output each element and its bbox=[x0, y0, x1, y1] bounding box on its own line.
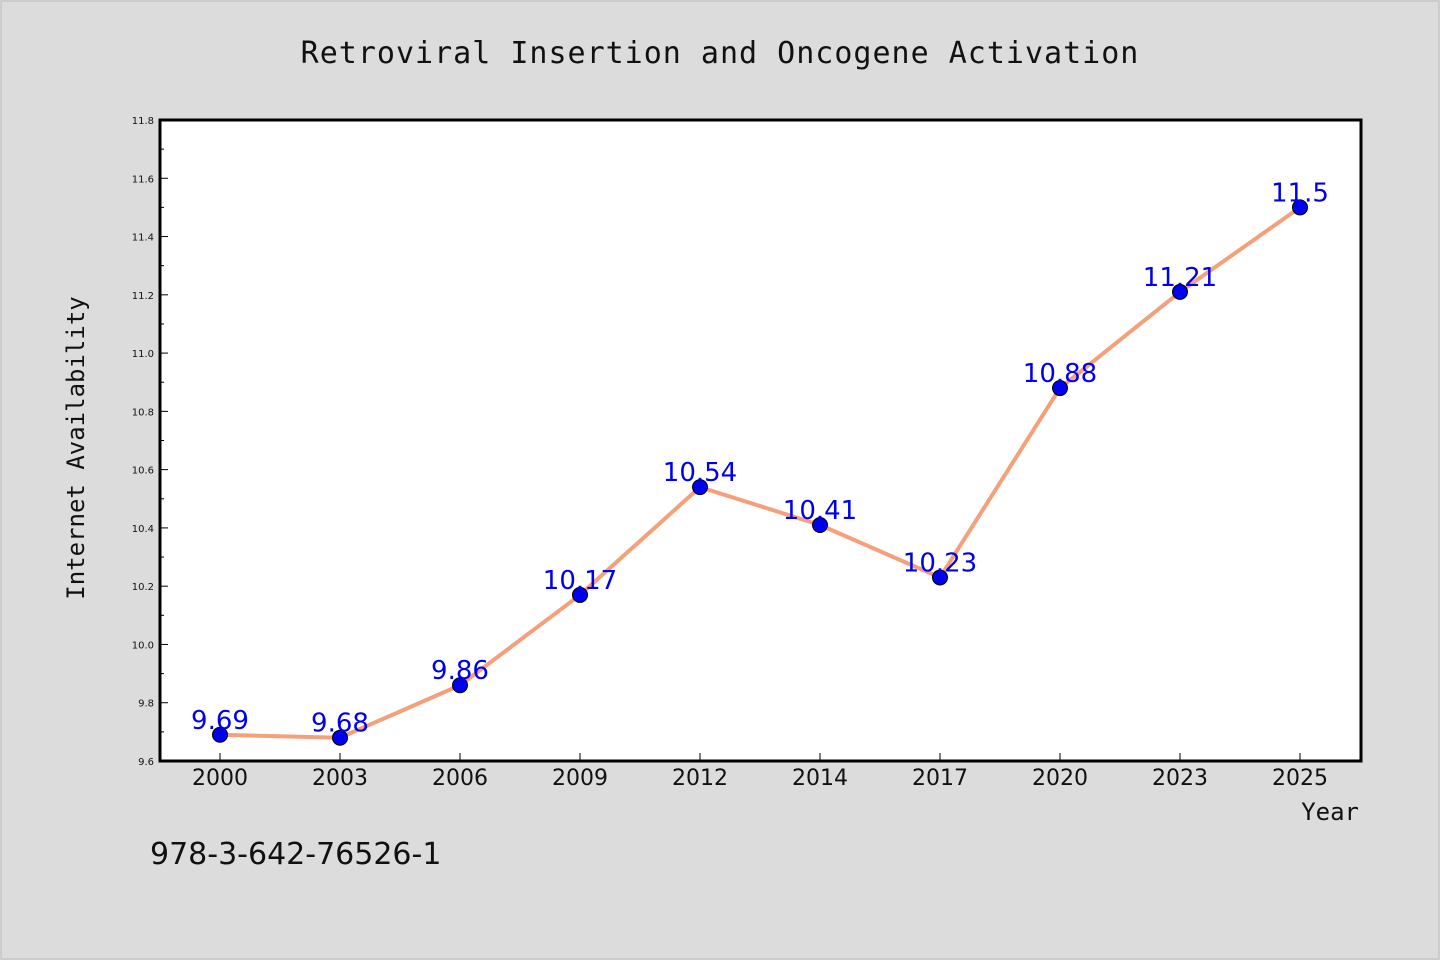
x-tick-label: 2014 bbox=[792, 766, 848, 791]
y-tick-label: 11.6 bbox=[132, 174, 154, 185]
x-tick-label: 2017 bbox=[912, 766, 968, 791]
x-tick-label: 2020 bbox=[1032, 766, 1088, 791]
x-axis-label: Year bbox=[1301, 798, 1359, 826]
footer-identifier: 978-3-642-76526-1 bbox=[150, 837, 441, 872]
x-tick-label: 2003 bbox=[312, 766, 368, 791]
y-axis-ticks: 9.6 9.8 10.0 10.2 10.4 10.6 10.8 11.0 11.2 11.4 11… bbox=[132, 116, 168, 768]
y-tick-label: 9.6 bbox=[138, 757, 154, 768]
y-tick-label: 11.2 bbox=[132, 291, 154, 302]
y-tick-label: 11.4 bbox=[132, 233, 154, 244]
y-tick-label: 11.8 bbox=[132, 116, 154, 127]
series-line-group: 9.69 9.68 9.86 10.17 10.54 10.41 10.23 10.88 11.… bbox=[191, 178, 1329, 746]
data-point-marker bbox=[932, 569, 948, 586]
data-point-label: 10.23 bbox=[903, 548, 977, 578]
y-tick-label: 10.2 bbox=[132, 582, 154, 593]
y-axis-label: Internet Availability bbox=[62, 296, 90, 599]
chart-title: Retroviral Insertion and Oncogene Activa… bbox=[301, 36, 1140, 71]
y-tick-label: 10.4 bbox=[132, 524, 154, 535]
data-point-label: 9.86 bbox=[431, 656, 489, 686]
y-tick-label: 10.6 bbox=[132, 466, 154, 477]
data-point-marker bbox=[1172, 283, 1188, 300]
data-point-label: 9.69 bbox=[191, 706, 249, 736]
x-tick-label: 2025 bbox=[1272, 766, 1328, 791]
data-point-label: 10.41 bbox=[783, 496, 857, 526]
plot-area bbox=[158, 118, 1363, 763]
y-tick-label: 10.8 bbox=[132, 407, 154, 418]
data-point-label: 10.54 bbox=[663, 458, 737, 488]
data-point-marker bbox=[572, 586, 588, 603]
data-point-marker bbox=[692, 479, 708, 496]
data-point-marker bbox=[1052, 380, 1068, 397]
x-tick-label: 2000 bbox=[192, 766, 248, 791]
data-point-label: 10.17 bbox=[543, 566, 617, 596]
data-point-marker bbox=[212, 726, 228, 743]
data-point-marker bbox=[452, 677, 468, 694]
data-point-label: 9.68 bbox=[311, 709, 369, 739]
x-axis-ticks: 2000 2003 2006 2009 2012 2014 2017 2020 2023 2025 bbox=[192, 753, 1328, 791]
x-tick-label: 2023 bbox=[1152, 766, 1208, 791]
data-point-label: 10.88 bbox=[1023, 359, 1097, 389]
data-point-label: 11.5 bbox=[1271, 178, 1329, 208]
data-point-marker bbox=[812, 516, 828, 533]
data-point-marker bbox=[1292, 199, 1308, 216]
data-point-label: 11.21 bbox=[1143, 263, 1217, 293]
data-point-marker bbox=[332, 729, 348, 746]
y-tick-label: 10.0 bbox=[132, 640, 154, 651]
x-tick-label: 2006 bbox=[432, 766, 488, 791]
y-tick-label: 11.0 bbox=[132, 349, 154, 360]
series-line bbox=[218, 205, 1302, 740]
x-tick-label: 2012 bbox=[672, 766, 728, 791]
x-tick-label: 2009 bbox=[552, 766, 608, 791]
y-tick-label: 9.8 bbox=[138, 699, 154, 710]
